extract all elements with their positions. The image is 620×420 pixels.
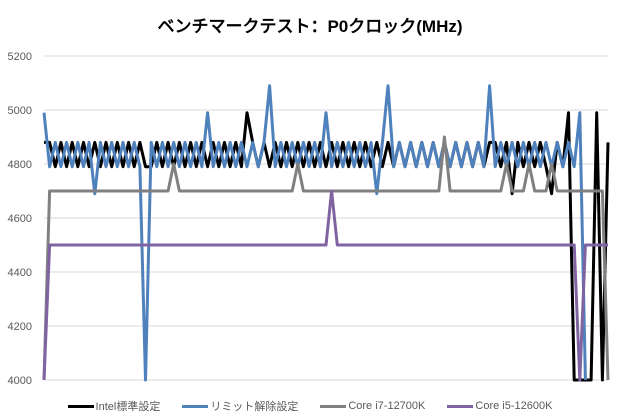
legend-swatch (447, 404, 474, 408)
legend-label: Core i5-12600K (475, 400, 553, 412)
legend-swatch (67, 404, 94, 408)
y-tick-label: 5000 (8, 105, 32, 117)
y-tick-label: 5200 (8, 51, 32, 63)
y-tick-label: 4400 (8, 267, 32, 279)
legend-label: Core i7-12700K (348, 400, 426, 412)
legend-item-limit-unlocked: リミット解除設定 (182, 398, 298, 414)
y-tick-label: 4800 (8, 159, 32, 171)
legend-swatch (182, 404, 209, 408)
series-line-0 (44, 111, 610, 382)
legend-label: Intel標準設定 (95, 401, 161, 413)
legend: Intel標準設定 リミット解除設定 Core i7-12700K Core i… (0, 398, 620, 414)
series-line-3 (42, 189, 608, 382)
legend-swatch (320, 404, 347, 408)
series-line-1 (42, 84, 587, 382)
legend-item-i5: Core i5-12600K (447, 398, 552, 414)
legend-item-i7: Core i7-12700K (320, 398, 425, 414)
y-tick-label: 4600 (8, 213, 32, 225)
legend-item-intel-default: Intel標準設定 (67, 398, 161, 414)
y-tick-label: 4000 (8, 375, 32, 387)
chart-title: ベンチマークテスト：P0クロック(MHz) (157, 17, 463, 36)
y-tick-label: 4200 (8, 321, 32, 333)
legend-label: リミット解除設定 (210, 401, 299, 413)
series-line-2 (42, 135, 610, 381)
